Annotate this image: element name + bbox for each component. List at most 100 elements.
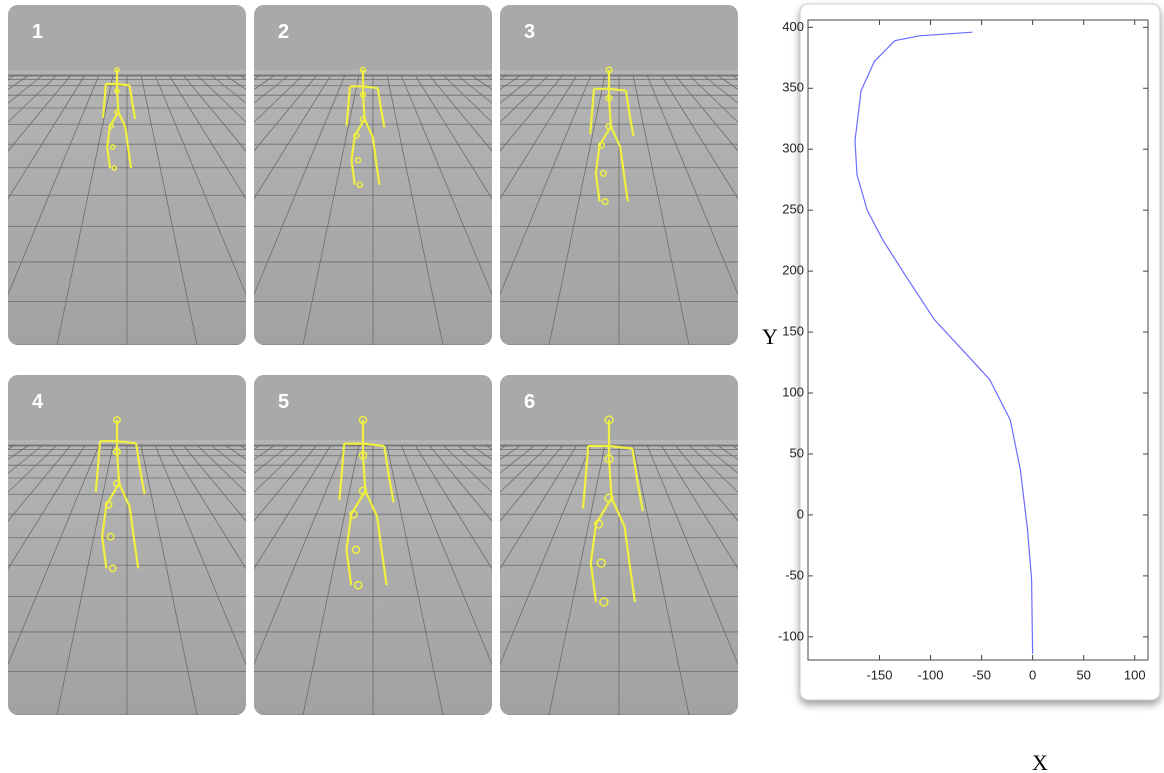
floor-line	[646, 444, 738, 715]
joint	[593, 519, 604, 529]
sky	[254, 5, 492, 70]
floor-line	[8, 444, 100, 715]
trajectory-line	[854, 31, 1034, 654]
skeleton	[345, 86, 351, 126]
floor-line	[154, 444, 246, 715]
floor-line	[254, 74, 346, 345]
floor-line	[168, 444, 246, 715]
floor-line	[400, 74, 492, 345]
floor-line	[254, 444, 332, 715]
skeleton	[106, 70, 120, 169]
skeleton	[128, 85, 137, 120]
panel-content	[254, 5, 492, 345]
skeleton	[100, 440, 137, 445]
skeleton	[363, 118, 381, 185]
joint	[108, 564, 117, 573]
floor-line	[56, 444, 114, 715]
joint	[351, 545, 361, 555]
joint	[601, 198, 609, 206]
y-tick-label: 200	[782, 263, 804, 278]
skeleton	[94, 441, 102, 493]
panel-content	[500, 5, 738, 345]
skeleton	[610, 497, 637, 603]
y-tick-label: -100	[778, 628, 804, 643]
floor-line	[414, 74, 492, 345]
floor-line	[254, 74, 318, 345]
floor-line	[660, 444, 738, 715]
render-panel: 2	[254, 5, 492, 345]
skeleton	[118, 483, 140, 569]
floor-line	[500, 74, 564, 345]
floor-line	[646, 74, 738, 345]
joint	[111, 165, 118, 171]
floor-line	[428, 74, 492, 345]
joint	[353, 580, 363, 590]
floor-line	[8, 74, 72, 345]
joint	[359, 115, 367, 123]
render-panel: 5	[254, 375, 492, 715]
render-panel: 6	[500, 375, 738, 715]
floor-line	[196, 74, 246, 345]
skeleton	[631, 448, 644, 512]
y-tick-label: 50	[790, 445, 804, 460]
joint	[358, 451, 368, 460]
floor-line	[414, 444, 492, 715]
skeleton	[338, 443, 346, 501]
joint	[599, 597, 609, 607]
joint	[104, 500, 113, 509]
skeleton	[588, 444, 633, 450]
floor-line	[500, 74, 592, 345]
panel-number: 6	[524, 391, 535, 413]
joint	[358, 415, 368, 425]
skeleton	[349, 85, 378, 90]
floor-line	[8, 74, 86, 345]
floor-line	[182, 444, 246, 715]
joint	[108, 123, 115, 129]
skeleton	[345, 420, 367, 586]
floor-line	[254, 444, 346, 715]
floor-line	[400, 444, 492, 715]
skeleton	[376, 87, 386, 128]
joint	[359, 66, 367, 74]
joint	[349, 510, 358, 519]
y-tick-label: 300	[782, 141, 804, 156]
plot-area	[807, 19, 1149, 661]
sky	[254, 375, 492, 440]
joint	[605, 66, 613, 74]
joint	[596, 558, 606, 568]
render-panel: 3	[500, 5, 738, 345]
joint	[114, 109, 120, 115]
skeleton	[105, 82, 130, 87]
floor-line	[548, 74, 606, 345]
x-tick-label: -50	[972, 667, 991, 682]
joint	[604, 415, 614, 425]
joint	[604, 493, 614, 503]
joint	[605, 122, 613, 130]
joint	[114, 67, 120, 73]
sky	[8, 5, 246, 70]
floor-line	[660, 74, 738, 345]
joint	[359, 91, 367, 98]
panel-number: 5	[278, 391, 289, 413]
panel-number: 4	[32, 391, 44, 413]
skeleton	[581, 445, 590, 509]
skeleton	[364, 490, 388, 586]
panel-content	[8, 5, 246, 345]
joint	[599, 169, 607, 177]
joint	[113, 416, 121, 424]
x-tick-label: -150	[866, 667, 892, 682]
joint	[604, 454, 614, 464]
y-axis-label: Y	[762, 324, 778, 349]
joint	[597, 141, 606, 149]
joint	[356, 181, 363, 189]
joint	[114, 88, 120, 94]
floor-line	[688, 74, 738, 345]
panel-number: 1	[32, 21, 43, 43]
sky	[500, 375, 738, 440]
skeleton	[593, 87, 627, 92]
joint	[109, 144, 116, 150]
floor-line	[674, 74, 738, 345]
joint	[113, 479, 121, 488]
floor-line	[254, 74, 332, 345]
